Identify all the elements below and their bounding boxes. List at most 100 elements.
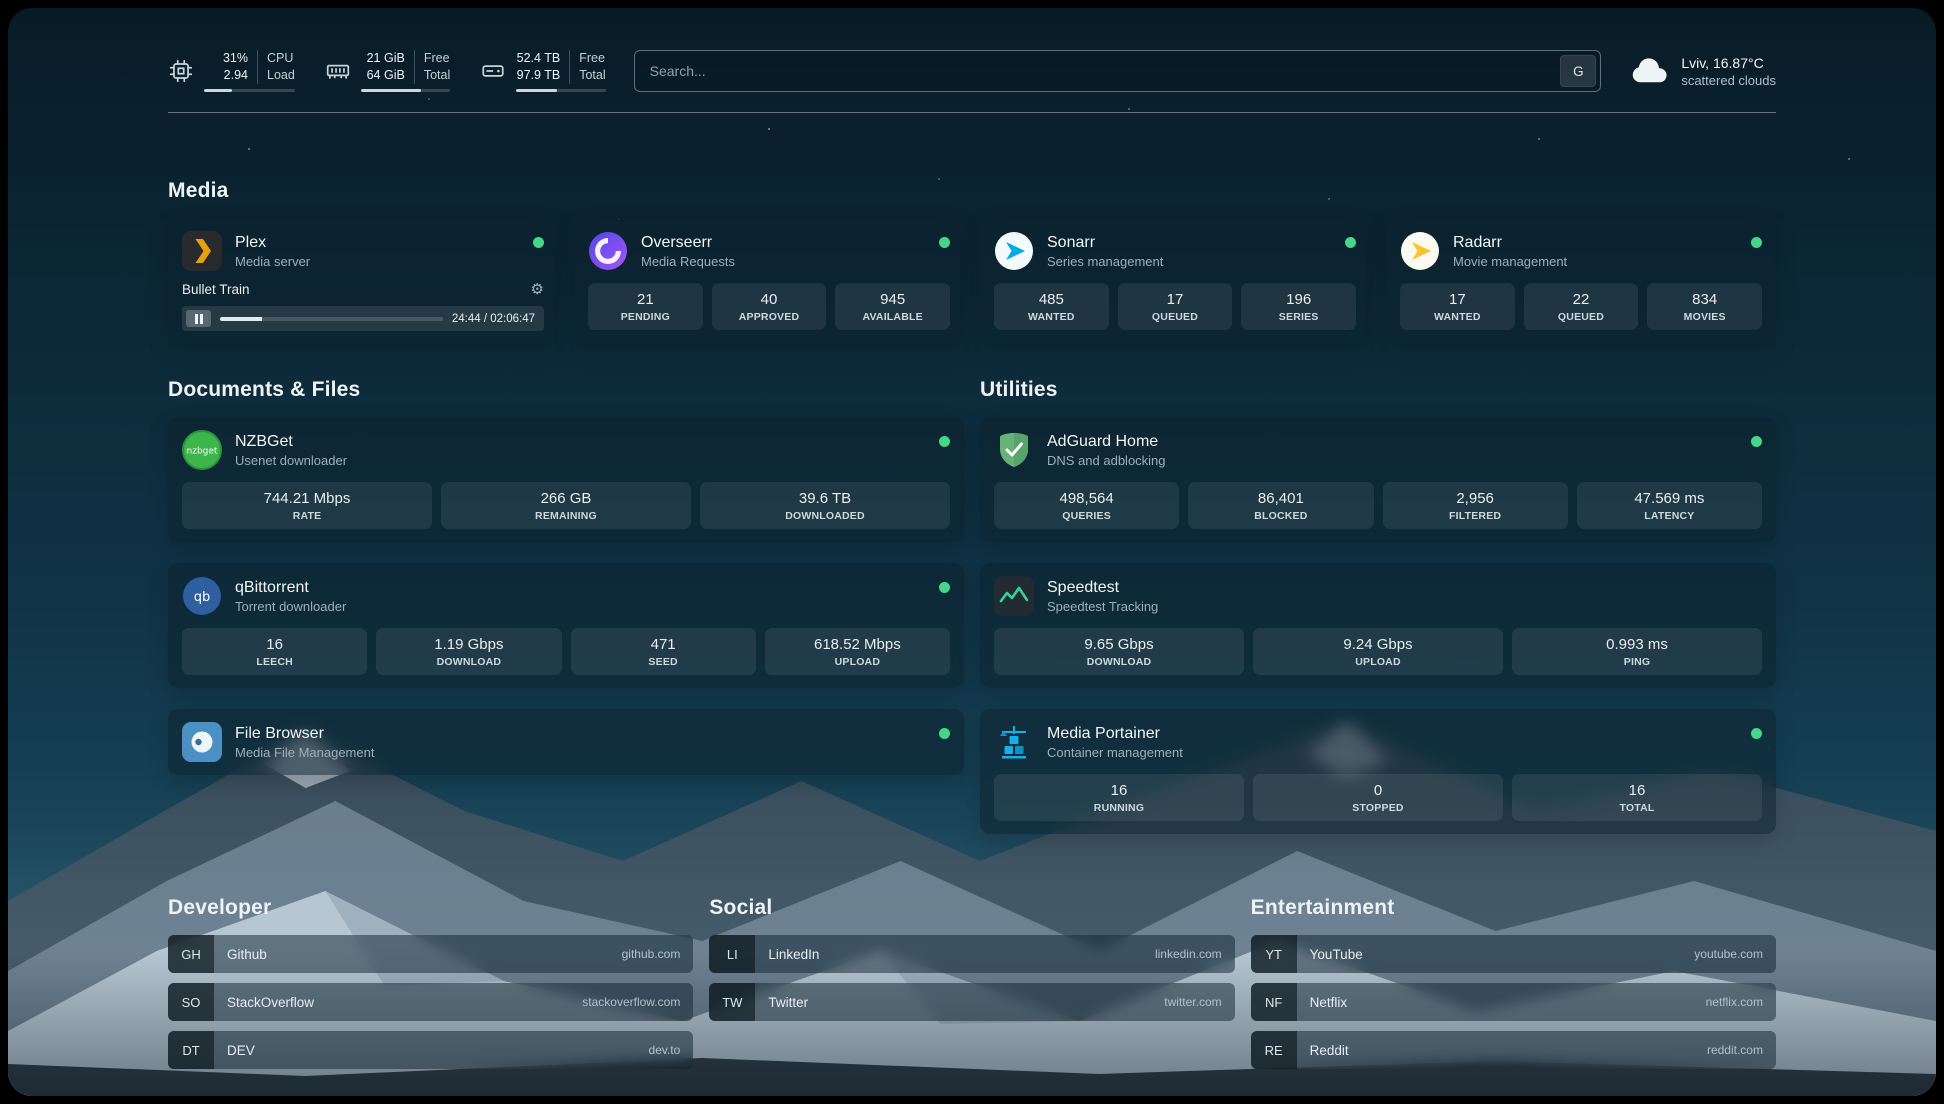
- cpu-load-label: Load: [267, 68, 295, 82]
- cpu-progress-fill: [204, 88, 233, 92]
- disk-icon: [482, 65, 504, 77]
- weather-text: Lviv, 16.87°C scattered clouds: [1681, 55, 1776, 88]
- bookmark-stackoverflow[interactable]: SO StackOverflow stackoverflow.com: [168, 983, 694, 1021]
- stat-pending: 21 PENDING: [588, 283, 703, 330]
- stat-download: 1.19 Gbps DOWNLOAD: [376, 628, 562, 675]
- service-subtitle: Usenet downloader: [235, 452, 348, 468]
- section-utilities: Utilities AdGuard Home DNS: [980, 378, 1776, 834]
- weather-location: Lviv, 16.87°C: [1681, 54, 1764, 71]
- bookmark-name: Github: [227, 946, 267, 962]
- service-card-nzbget[interactable]: nzbget NZBGet Usenet downloader 744.21 M…: [168, 417, 964, 542]
- playback-progress-track: [220, 316, 443, 321]
- pause-icon: [194, 313, 203, 324]
- stat-ping: 0.993 ms PING: [1512, 628, 1762, 675]
- cpu-labels: CPU Load: [257, 50, 295, 84]
- bookmark-abbr: YT: [1250, 935, 1297, 973]
- service-name: AdGuard Home: [1047, 432, 1159, 450]
- service-subtitle: DNS and adblocking: [1047, 452, 1166, 468]
- status-dot: [939, 582, 950, 593]
- disk-total-label: Total: [579, 68, 606, 82]
- topbar: 31% 2.94 CPU Load: [168, 50, 1776, 113]
- service-subtitle: Speedtest Tracking: [1047, 598, 1159, 614]
- stat-downloaded: 39.6 TB DOWNLOADED: [700, 482, 950, 529]
- service-card-adguard[interactable]: AdGuard Home DNS and adblocking 498,564 …: [980, 417, 1776, 542]
- stat-filtered: 2,956 FILTERED: [1382, 482, 1568, 529]
- stat-seed: 471 SEED: [570, 628, 756, 675]
- bookmark-netflix[interactable]: NF Netflix netflix.com: [1250, 983, 1776, 1021]
- status-dot: [1751, 436, 1762, 447]
- bookmark-name: StackOverflow: [227, 994, 315, 1010]
- portainer-icon: [1000, 726, 1026, 759]
- bookmark-abbr: TW: [709, 983, 756, 1021]
- now-playing-title: Bullet Train: [182, 282, 250, 297]
- bookmark-group-developer: Developer GH Github github.com SO StackO…: [168, 896, 694, 1069]
- bookmark-name: Twitter: [768, 994, 809, 1010]
- bookmark-youtube[interactable]: YT YouTube youtube.com: [1250, 935, 1776, 973]
- stat-wanted: 485 WANTED: [994, 283, 1109, 330]
- bookmark-group-title: Developer: [168, 896, 272, 919]
- bookmark-dev[interactable]: DT DEV dev.to: [168, 1031, 694, 1069]
- service-card-plex[interactable]: Plex Media server Bullet Train ⚙: [168, 218, 558, 344]
- stat-upload: 9.24 Gbps UPLOAD: [1253, 628, 1503, 675]
- service-card-overseerr[interactable]: Overseerr Media Requests 21 PENDING 40 A…: [574, 218, 964, 344]
- search-bar: G: [633, 50, 1602, 92]
- playback-progress-fill: [220, 316, 263, 321]
- bookmark-linkedin[interactable]: LI LinkedIn linkedin.com: [709, 935, 1235, 973]
- gear-icon[interactable]: ⚙: [530, 280, 544, 298]
- service-card-qbittorrent[interactable]: qb qBittorrent Torrent downloader 16: [168, 563, 964, 688]
- bookmark-reddit[interactable]: RE Reddit reddit.com: [1250, 1031, 1776, 1069]
- stat-wanted: 17 WANTED: [1400, 283, 1515, 330]
- bookmark-github[interactable]: GH Github github.com: [168, 935, 694, 973]
- bookmark-domain: netflix.com: [1705, 995, 1763, 1009]
- disk-widget: 52.4 TB 97.9 TB Free Total: [480, 50, 606, 92]
- stat-approved: 40 APPROVED: [711, 283, 827, 330]
- cpu-load: 2.94: [223, 68, 248, 82]
- filebrowser-icon: [182, 722, 222, 762]
- service-name: Radarr: [1453, 233, 1502, 251]
- stat-running: 16 RUNNING: [994, 774, 1244, 821]
- bookmark-name: YouTube: [1309, 946, 1363, 962]
- service-card-portainer[interactable]: Media Portainer Container management 16 …: [980, 709, 1776, 834]
- bookmark-group-entertainment: Entertainment YT YouTube youtube.com NF …: [1250, 896, 1776, 1069]
- weather-condition: scattered clouds: [1681, 72, 1776, 88]
- status-dot: [1751, 237, 1762, 248]
- stat-series: 196 SERIES: [1241, 283, 1356, 330]
- adguard-icon: [1000, 433, 1028, 467]
- stat-remaining: 266 GB REMAINING: [441, 482, 691, 529]
- svg-text:nzbget: nzbget: [187, 447, 218, 457]
- service-subtitle: Media Requests: [641, 253, 735, 269]
- pause-button[interactable]: [186, 310, 211, 327]
- search-input[interactable]: [633, 50, 1602, 92]
- bookmark-name: Reddit: [1309, 1042, 1349, 1058]
- service-card-sonarr[interactable]: Sonarr Series management 485 WANTED 17 Q…: [980, 218, 1370, 344]
- stat-latency: 47.569 ms LATENCY: [1576, 482, 1762, 529]
- section-title-media: Media: [168, 179, 229, 202]
- service-card-filebrowser[interactable]: File Browser Media File Management: [168, 709, 964, 775]
- memory-total: 64 GiB: [366, 68, 405, 82]
- bookmark-domain: youtube.com: [1694, 947, 1763, 961]
- section-media: Media Plex Media server: [168, 179, 1776, 344]
- cloud-icon: [1633, 58, 1667, 83]
- cpu-usage: 31%: [222, 51, 248, 66]
- search-provider-button[interactable]: G: [1560, 55, 1597, 87]
- service-card-radarr[interactable]: Radarr Movie management 17 WANTED 22 QUE…: [1386, 218, 1776, 344]
- bookmark-abbr: SO: [168, 983, 214, 1021]
- service-card-speedtest[interactable]: Speedtest Speedtest Tracking 9.65 Gbps D…: [980, 563, 1776, 688]
- bookmark-name: LinkedIn: [768, 946, 820, 962]
- status-dot: [1345, 237, 1356, 248]
- bookmark-abbr: GH: [168, 935, 214, 973]
- stat-queued: 17 QUEUED: [1117, 283, 1233, 330]
- service-name: Plex: [235, 233, 267, 251]
- cpu-icon: [169, 59, 193, 83]
- stat-queued: 22 QUEUED: [1523, 283, 1639, 330]
- weather-widget[interactable]: Lviv, 16.87°C scattered clouds: [1629, 55, 1776, 88]
- bookmark-twitter[interactable]: TW Twitter twitter.com: [709, 983, 1235, 1021]
- cpu-widget: 31% 2.94 CPU Load: [168, 50, 295, 92]
- disk-labels: Free Total: [569, 50, 606, 84]
- cpu-usage-label: CPU: [267, 51, 294, 66]
- service-subtitle: Movie management: [1453, 253, 1568, 269]
- memory-free-label: Free: [423, 51, 450, 66]
- memory-widget: 21 GiB 64 GiB Free Total: [325, 50, 451, 92]
- dashboard-page: 31% 2.94 CPU Load: [8, 8, 1936, 1096]
- playback-time: 24:44 / 02:06:47: [451, 312, 535, 325]
